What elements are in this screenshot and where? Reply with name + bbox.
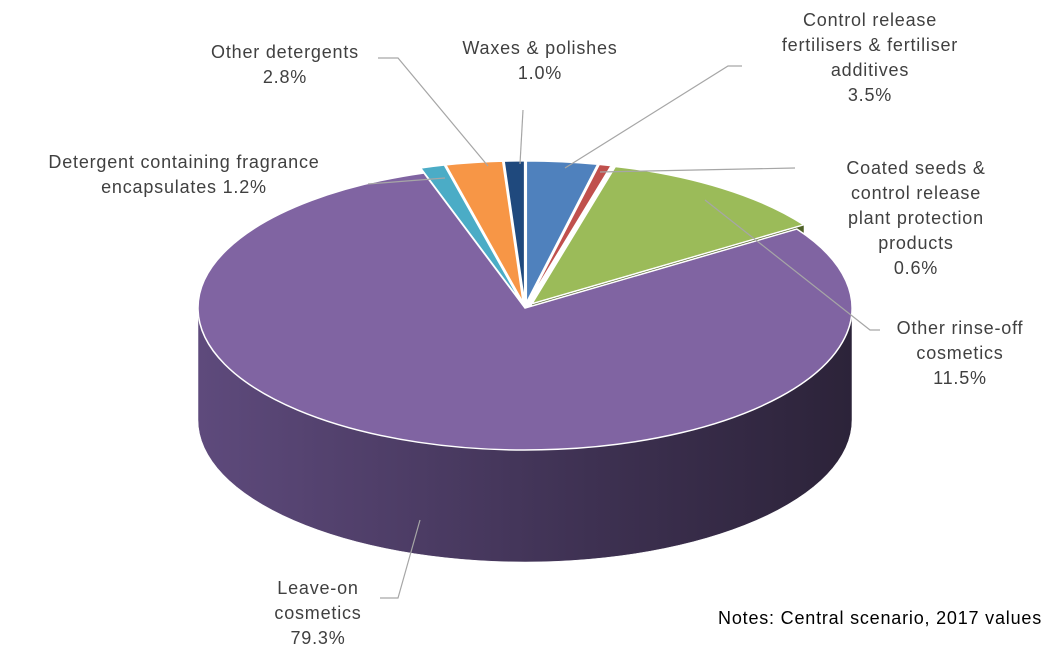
slice-label: Other rinse-off cosmetics 11.5% (875, 316, 1045, 391)
leader-line (380, 519, 421, 599)
category-label: Coated seeds & control release plant pro… (846, 158, 986, 253)
value-label: 2.8% (262, 67, 308, 87)
leader-line (599, 167, 796, 173)
category-label: Waxes & polishes (462, 38, 618, 58)
slice (197, 172, 853, 451)
category-label: Leave-on cosmetics (274, 578, 362, 623)
pie (197, 160, 853, 563)
slice (444, 160, 524, 304)
slice-label: Coated seeds & control release plant pro… (830, 156, 1002, 281)
slice (525, 160, 599, 304)
leader-line (367, 177, 446, 185)
value-label: 3.5% (847, 85, 893, 105)
value-label: 1.0% (517, 63, 563, 83)
slice-label: Other detergents 2.8% (185, 40, 385, 90)
slice-label: Control release fertilisers & fertiliser… (765, 8, 975, 108)
value-label: 0.6% (893, 258, 939, 278)
slice (503, 160, 526, 303)
leader-lines (367, 57, 880, 599)
note: Notes: Central scenario, 2017 values (718, 608, 1042, 628)
leader-line (704, 199, 880, 331)
slice (419, 164, 523, 304)
slice (530, 165, 806, 306)
leader-line (564, 65, 742, 169)
leader-line (378, 57, 489, 167)
slice (527, 163, 613, 304)
category-label: Detergent containing fragrance encapsula… (48, 152, 320, 197)
category-label: Other rinse-off cosmetics (896, 318, 1024, 363)
value-label: 1.2% (222, 177, 267, 197)
slice-label: Waxes & polishes 1.0% (445, 36, 635, 86)
value-label: 79.3% (290, 628, 346, 648)
leader-line (519, 109, 524, 165)
category-label: Control release fertilisers & fertiliser… (781, 10, 959, 80)
value-label: 11.5% (933, 368, 987, 388)
slice-label: Detergent containing fragrance encapsula… (0, 150, 368, 200)
slice-label: Leave-on cosmetics 79.3% (258, 576, 378, 651)
category-label: Other detergents (211, 42, 359, 62)
